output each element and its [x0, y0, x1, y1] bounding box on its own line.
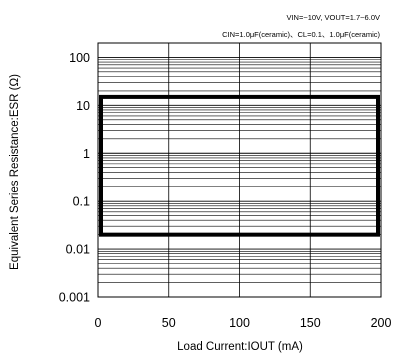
x-axis-label: Load Current:IOUT (mA) [177, 341, 303, 353]
grid [97, 42, 382, 298]
conditions-line-2: CIN=1.0μF(ceramic)、CL=0.1、1.0μF(ceramic) [222, 30, 380, 39]
plot-frame [97, 42, 382, 298]
y-axis-label: Equivalent Series Resistance:ESR (Ω) [9, 74, 21, 270]
y-tick-label: 1 [83, 147, 90, 161]
x-tick-label: 150 [300, 316, 321, 330]
y-tick-label: 0.01 [66, 243, 90, 257]
x-tick-label: 200 [371, 316, 392, 330]
x-tick-label: 100 [229, 316, 250, 330]
y-tick-labels: 0.001 0.01 0.1 1 10 100 [59, 51, 90, 305]
stable-region [99, 94, 380, 237]
x-tick-label: 0 [95, 316, 102, 330]
y-tick-label: 100 [69, 51, 90, 65]
conditions-line-1: VIN=~10V, VOUT=1.7~6.0V [286, 13, 380, 22]
x-tick-label: 50 [162, 316, 176, 330]
x-tick-labels: 0 50 100 150 200 [95, 316, 392, 330]
y-tick-label: 0.1 [73, 195, 90, 209]
y-tick-label: 10 [76, 99, 90, 113]
y-tick-label: 0.001 [59, 291, 90, 305]
